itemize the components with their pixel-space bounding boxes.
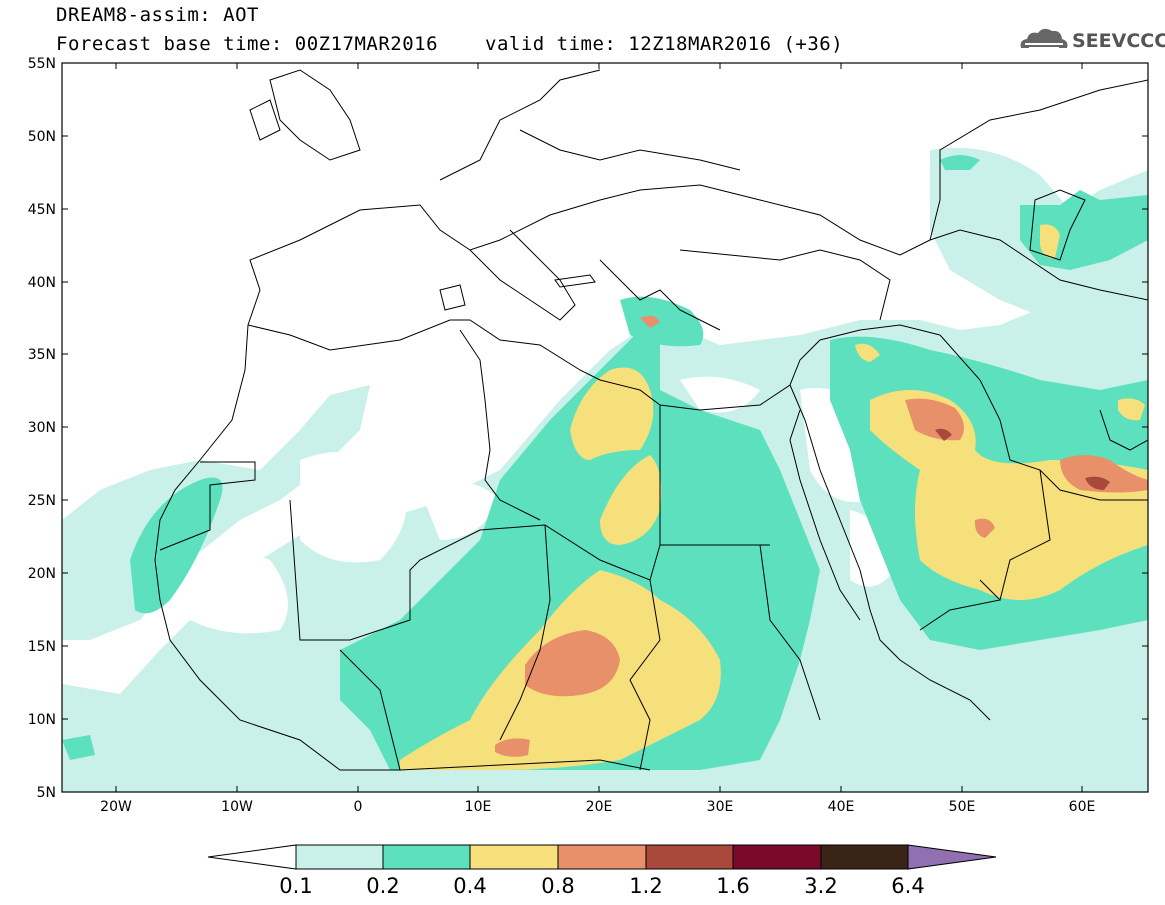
colorbar-segment (732, 844, 822, 870)
colorbar-segment (557, 844, 647, 870)
lat-label: 25N (28, 493, 56, 509)
lat-tick: 15N (28, 639, 1148, 655)
colorbar-label: 1.2 (629, 874, 662, 898)
colorbar-segment (645, 844, 734, 870)
lon-tick: 30E (707, 63, 734, 815)
lon-label: 10W (221, 799, 253, 815)
lat-tick: 20N (28, 566, 1148, 582)
logo-text: SEEVCCC (1072, 30, 1165, 52)
lat-tick: 25N (28, 493, 1148, 509)
lat-label: 35N (28, 347, 56, 363)
colorbar-segment (382, 844, 471, 870)
aot-level-1.2 (935, 428, 1110, 490)
lon-tick: 40E (828, 63, 855, 815)
colorbar-label: 1.6 (716, 874, 749, 898)
base-time-label: Forecast base time: 00Z17MAR2016 (56, 33, 439, 55)
lon-label: 10E (465, 799, 492, 815)
colorbar-segment-high (907, 844, 997, 870)
lat-label: 30N (28, 420, 56, 436)
lon-label: 40E (828, 799, 855, 815)
lon-label: 30E (707, 799, 734, 815)
lon-tick: 50E (949, 63, 976, 815)
lon-label: 50E (949, 799, 976, 815)
lat-tick: 45N (28, 202, 1148, 218)
colorbar-segment-low (207, 844, 297, 870)
lat-label: 50N (28, 129, 56, 145)
lat-label: 10N (28, 712, 56, 728)
colorbar-label: 0.1 (279, 874, 312, 898)
colorbar-label: 3.2 (804, 874, 837, 898)
lon-label: 60E (1069, 799, 1096, 815)
colorbar (207, 844, 997, 870)
colorbar-segment (469, 844, 559, 870)
lon-tick: 60E (1069, 63, 1096, 815)
lat-tick: 50N (28, 129, 1148, 145)
lon-tick: 20E (586, 63, 613, 815)
colorbar-label: 0.8 (541, 874, 574, 898)
lat-label: 40N (28, 275, 56, 291)
lon-tick: 0 (354, 63, 363, 815)
colorbar-label: 0.2 (366, 874, 399, 898)
lon-tick: 10E (465, 63, 492, 815)
lat-label: 45N (28, 202, 56, 218)
lat-label: 55N (28, 56, 56, 72)
lat-tick: 30N (28, 420, 1148, 436)
lon-tick: 10W (221, 63, 253, 815)
colorbar-segment (820, 844, 909, 870)
lat-tick: 5N (37, 785, 56, 801)
aot-level-0.8 (495, 315, 1148, 757)
lat-label: 20N (28, 566, 56, 582)
lon-axis: 20W 10W 0 10E 20E 30E 40E 50E 60E (100, 63, 1095, 815)
lon-label: 20W (100, 799, 132, 815)
lat-label: 5N (37, 785, 56, 801)
lat-axis: 55N 50N 45N 40N 35N 30N 25N 20N 15N 10N … (28, 56, 1148, 801)
lon-label: 0 (354, 799, 363, 815)
lon-tick: 20W (100, 63, 132, 815)
lon-label: 20E (586, 799, 613, 815)
valid-time-label: valid time: 12Z18MAR2016 (+36) (485, 33, 844, 55)
colorbar-segment (295, 844, 384, 870)
lat-label: 15N (28, 639, 56, 655)
colorbar-label: 6.4 (891, 874, 924, 898)
colorbar-labels: 0.1 0.2 0.4 0.8 1.2 1.6 3.2 6.4 (279, 874, 924, 898)
lat-tick: 10N (28, 712, 1148, 728)
chart-title: DREAM8-assim: AOT (56, 4, 259, 26)
colorbar-label: 0.4 (453, 874, 486, 898)
cloud-icon (1020, 28, 1068, 49)
country-borders (154, 69, 1148, 771)
lat-tick: 40N (28, 275, 1148, 291)
lat-tick: 55N (28, 56, 1148, 72)
lat-tick: 35N (28, 347, 1148, 363)
